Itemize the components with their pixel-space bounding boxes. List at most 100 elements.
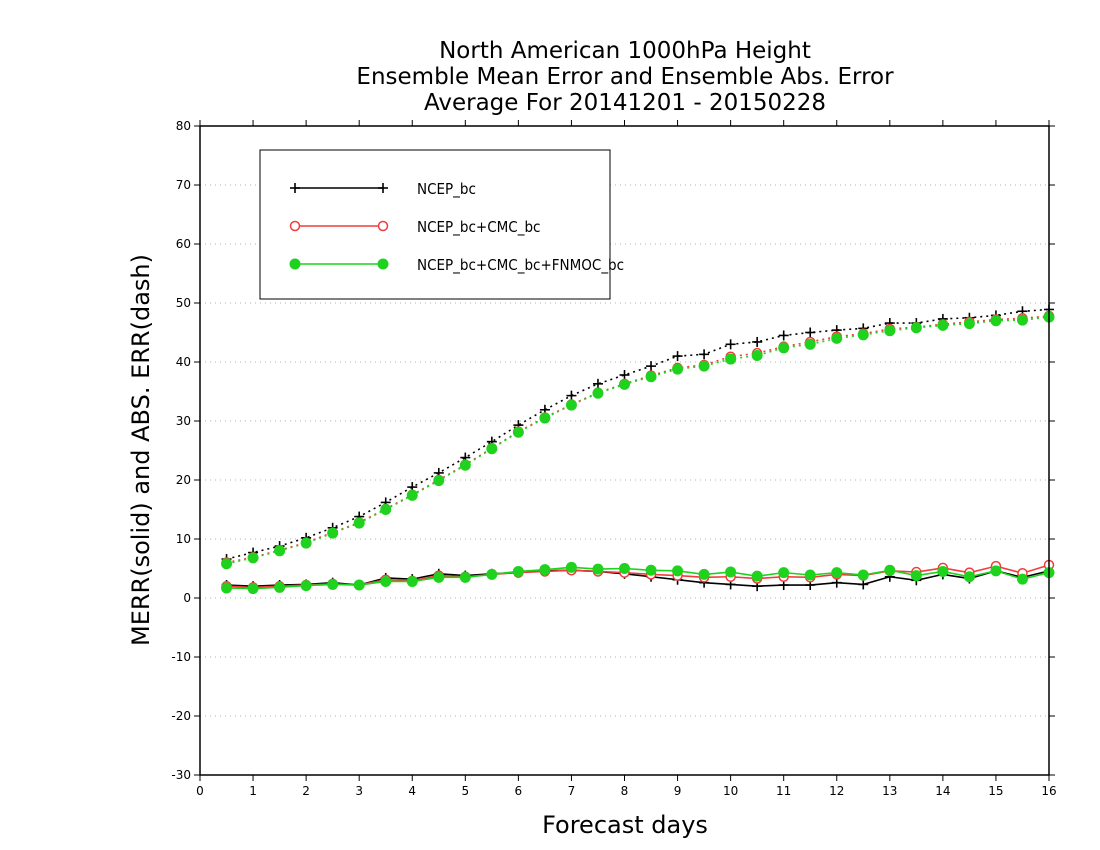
y-tick-label: 40 <box>176 355 191 369</box>
abs-err-point <box>592 378 603 389</box>
abs-err-point <box>725 353 737 365</box>
legend-label: NCEP_bc <box>417 180 476 199</box>
x-tick-label: 1 <box>249 784 257 798</box>
legend-item: NCEP_bc <box>290 180 476 199</box>
x-tick-label: 3 <box>355 784 363 798</box>
abs-err-point <box>990 315 1002 327</box>
title-line-3: Average For 20141201 - 20150228 <box>424 90 826 116</box>
abs-err-point <box>566 390 577 401</box>
abs-err-point <box>910 322 922 334</box>
x-tick-label: 10 <box>723 784 738 798</box>
merr-point <box>433 571 445 583</box>
merr-point <box>937 565 949 577</box>
abs-err-point <box>778 330 789 341</box>
x-tick-label: 16 <box>1041 784 1056 798</box>
x-tick-label: 13 <box>882 784 897 798</box>
chart-title: North American 1000hPa Height Ensemble M… <box>356 38 894 116</box>
abs-err-point <box>884 325 896 337</box>
abs-err-point <box>751 350 763 362</box>
legend-marker <box>377 220 389 232</box>
abs-err-point <box>539 412 551 424</box>
legend-marker <box>377 258 389 270</box>
y-tick-label: -10 <box>171 650 191 664</box>
merr-point <box>725 566 737 578</box>
abs-err-point <box>565 399 577 411</box>
merr-point <box>353 579 365 591</box>
merr-point <box>804 569 816 581</box>
y-axis-label: MERR(solid) and ABS. ERR(dash) <box>127 254 155 646</box>
abs-err-point <box>937 319 949 331</box>
merr-point <box>486 568 498 580</box>
x-tick-label: 14 <box>935 784 950 798</box>
merr-point <box>247 583 259 595</box>
merr-point <box>858 579 869 590</box>
abs-err-point <box>645 371 657 383</box>
y-tick-label: 50 <box>176 296 191 310</box>
x-tick-label: 9 <box>674 784 682 798</box>
abs-err-point <box>831 332 843 344</box>
abs-err-point <box>804 338 816 350</box>
abs-err-point <box>221 558 233 570</box>
abs-err-point <box>406 489 418 501</box>
merr-point <box>565 561 577 573</box>
merr-point <box>619 563 630 574</box>
abs-err-point <box>963 318 975 330</box>
legend-marker <box>378 183 388 193</box>
y-axis-ticks: -30 -20 -10 0 10 20 30 40 50 60 70 80 <box>171 119 1055 782</box>
y-tick-label: -20 <box>171 709 191 723</box>
abs-err-point <box>327 527 339 539</box>
abs-err-point <box>512 426 524 438</box>
x-tick-label: 4 <box>408 784 416 798</box>
merr-point <box>539 564 551 576</box>
abs-err-line <box>226 308 1050 560</box>
merr-point <box>459 571 471 583</box>
merr-point <box>698 568 710 580</box>
x-tick-label: 12 <box>829 784 844 798</box>
abs-err-point <box>725 339 736 350</box>
x-tick-label: 15 <box>988 784 1003 798</box>
merr-point <box>592 563 604 575</box>
abs-err-point <box>247 552 259 564</box>
abs-err-point <box>857 329 869 341</box>
abs-err-point <box>672 363 684 375</box>
merr-point <box>751 570 763 582</box>
merr-point <box>990 565 1002 577</box>
merr-point <box>963 571 975 583</box>
y-tick-label: 30 <box>176 414 191 428</box>
merr-point <box>406 575 418 587</box>
y-tick-label: -30 <box>171 768 191 782</box>
legend-label: NCEP_bc+CMC_bc+FNMOC_bc <box>417 256 624 275</box>
x-tick-label: 11 <box>776 784 791 798</box>
abs-err-point <box>300 537 312 549</box>
y-tick-label: 70 <box>176 178 191 192</box>
series-ncep-bc-cmc-bc-fnmoc-bc <box>221 311 1055 595</box>
x-tick-label: 2 <box>302 784 310 798</box>
series-ncep-bc <box>221 304 1054 592</box>
y-tick-label: 0 <box>183 591 191 605</box>
abs-err-point <box>486 443 498 455</box>
abs-err-point <box>433 475 445 487</box>
legend-box <box>259 149 611 300</box>
legend-item: NCEP_bc+CMC_bc <box>289 218 540 237</box>
merr-point <box>274 581 286 593</box>
abs-err-point <box>619 369 630 380</box>
y-tick-label: 80 <box>176 119 191 133</box>
legend-item: NCEP_bc+CMC_bc+FNMOC_bc <box>289 256 624 275</box>
abs-err-point <box>274 545 286 557</box>
merr-point <box>512 565 524 577</box>
abs-err-point <box>646 361 657 372</box>
merr-point <box>1016 573 1028 585</box>
legend-marker <box>290 183 300 193</box>
abs-err-line <box>226 315 1050 564</box>
abs-err-point <box>1016 314 1028 326</box>
merr-point <box>857 569 869 581</box>
x-tick-label: 7 <box>568 784 576 798</box>
abs-err-point <box>592 387 604 399</box>
abs-err-point <box>619 378 630 390</box>
x-axis-label: Forecast days <box>542 811 708 839</box>
merr-point <box>645 564 657 576</box>
merr-point <box>910 570 922 582</box>
abs-err-point <box>672 351 683 362</box>
series-ncep-bc-cmc-bc <box>221 310 1055 593</box>
abs-err-point <box>459 459 471 471</box>
